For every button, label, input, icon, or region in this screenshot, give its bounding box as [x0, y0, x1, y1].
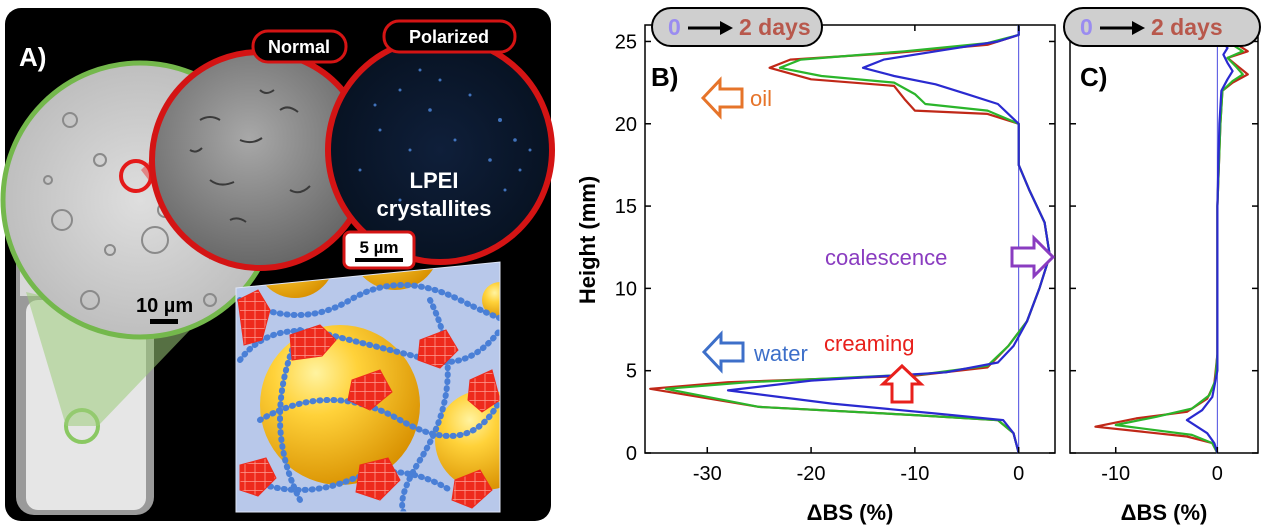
left-arrow-icon: [700, 76, 744, 120]
x-tick-label: -10: [1101, 463, 1130, 485]
timeline-end-c: 2 days: [1151, 14, 1223, 40]
polarized-view: [325, 35, 555, 265]
coalescence-label: coalescence: [825, 245, 947, 270]
arrow-right-icon: [1132, 21, 1145, 35]
y-tick-label: 25: [615, 31, 637, 53]
timeline-start-b: 0: [668, 14, 681, 40]
oil-label: oil: [750, 86, 772, 111]
water-annotation: water: [701, 330, 808, 374]
y-tick-label: 20: [615, 114, 637, 136]
panel-a-label: A): [19, 42, 46, 72]
cube-outline: [235, 261, 501, 513]
polarized-tag-label: Polarized: [409, 27, 489, 47]
scale-bar-10um: [150, 319, 178, 324]
arrow-right-icon: [720, 21, 733, 35]
plot-b-frame: [644, 24, 1056, 454]
series-line: [1114, 24, 1244, 454]
x-tick-label: 0: [1212, 463, 1223, 485]
normal-tag: [251, 29, 348, 64]
chart-c: [1094, 24, 1249, 454]
chart-b-xlabel: ΔBS (%): [807, 500, 894, 525]
right-arrow-icon: [1010, 234, 1056, 280]
lpei-label-line2: crystallites: [377, 196, 492, 221]
coalescence-annotation: coalescence: [825, 234, 1056, 280]
panel-b-label: B): [651, 62, 678, 92]
y-tick-label: 15: [615, 196, 637, 218]
x-tick-label: 0: [1013, 463, 1024, 485]
lpei-label-line1: LPEI: [410, 168, 459, 193]
scale-bar-10um-label: 10 µm: [136, 295, 193, 317]
panel-c-label: C): [1080, 62, 1107, 92]
polarized-tag: [382, 19, 517, 54]
y-tick-label: 0: [626, 443, 637, 465]
oil-annotation: oil: [700, 76, 772, 120]
timeline-start-c: 0: [1080, 14, 1093, 40]
timeline-end-b: 2 days: [739, 14, 811, 40]
water-label: water: [753, 341, 808, 366]
creaming-annotation: creaming: [824, 331, 925, 404]
series-line: [1185, 24, 1234, 454]
timeline-tag-c: 0 2 days: [1063, 7, 1261, 47]
series-line: [726, 25, 1051, 454]
y-tick-label: 10: [615, 278, 637, 300]
timeline-tag-b: 0 2 days: [651, 7, 823, 47]
scale-bar-5um-label: 5 µm: [359, 238, 398, 257]
chart-c-xlabel: ΔBS (%): [1121, 500, 1208, 525]
x-tick-label: -10: [900, 463, 929, 485]
normal-tag-label: Normal: [268, 37, 330, 57]
chart-b: [649, 25, 1051, 454]
x-tick-label: -20: [797, 463, 826, 485]
chart-b-ylabel: Height (mm): [575, 176, 600, 304]
up-arrow-icon: [879, 363, 925, 404]
scale-bar-5um: [355, 258, 403, 262]
left-arrow-icon: [701, 330, 745, 374]
x-tick-label: -30: [693, 463, 722, 485]
y-tick-label: 5: [626, 361, 637, 383]
creaming-label: creaming: [824, 331, 914, 356]
chart-b-axes: -30 -20 -10 0 0 5 10 15 20 25: [615, 25, 1055, 485]
